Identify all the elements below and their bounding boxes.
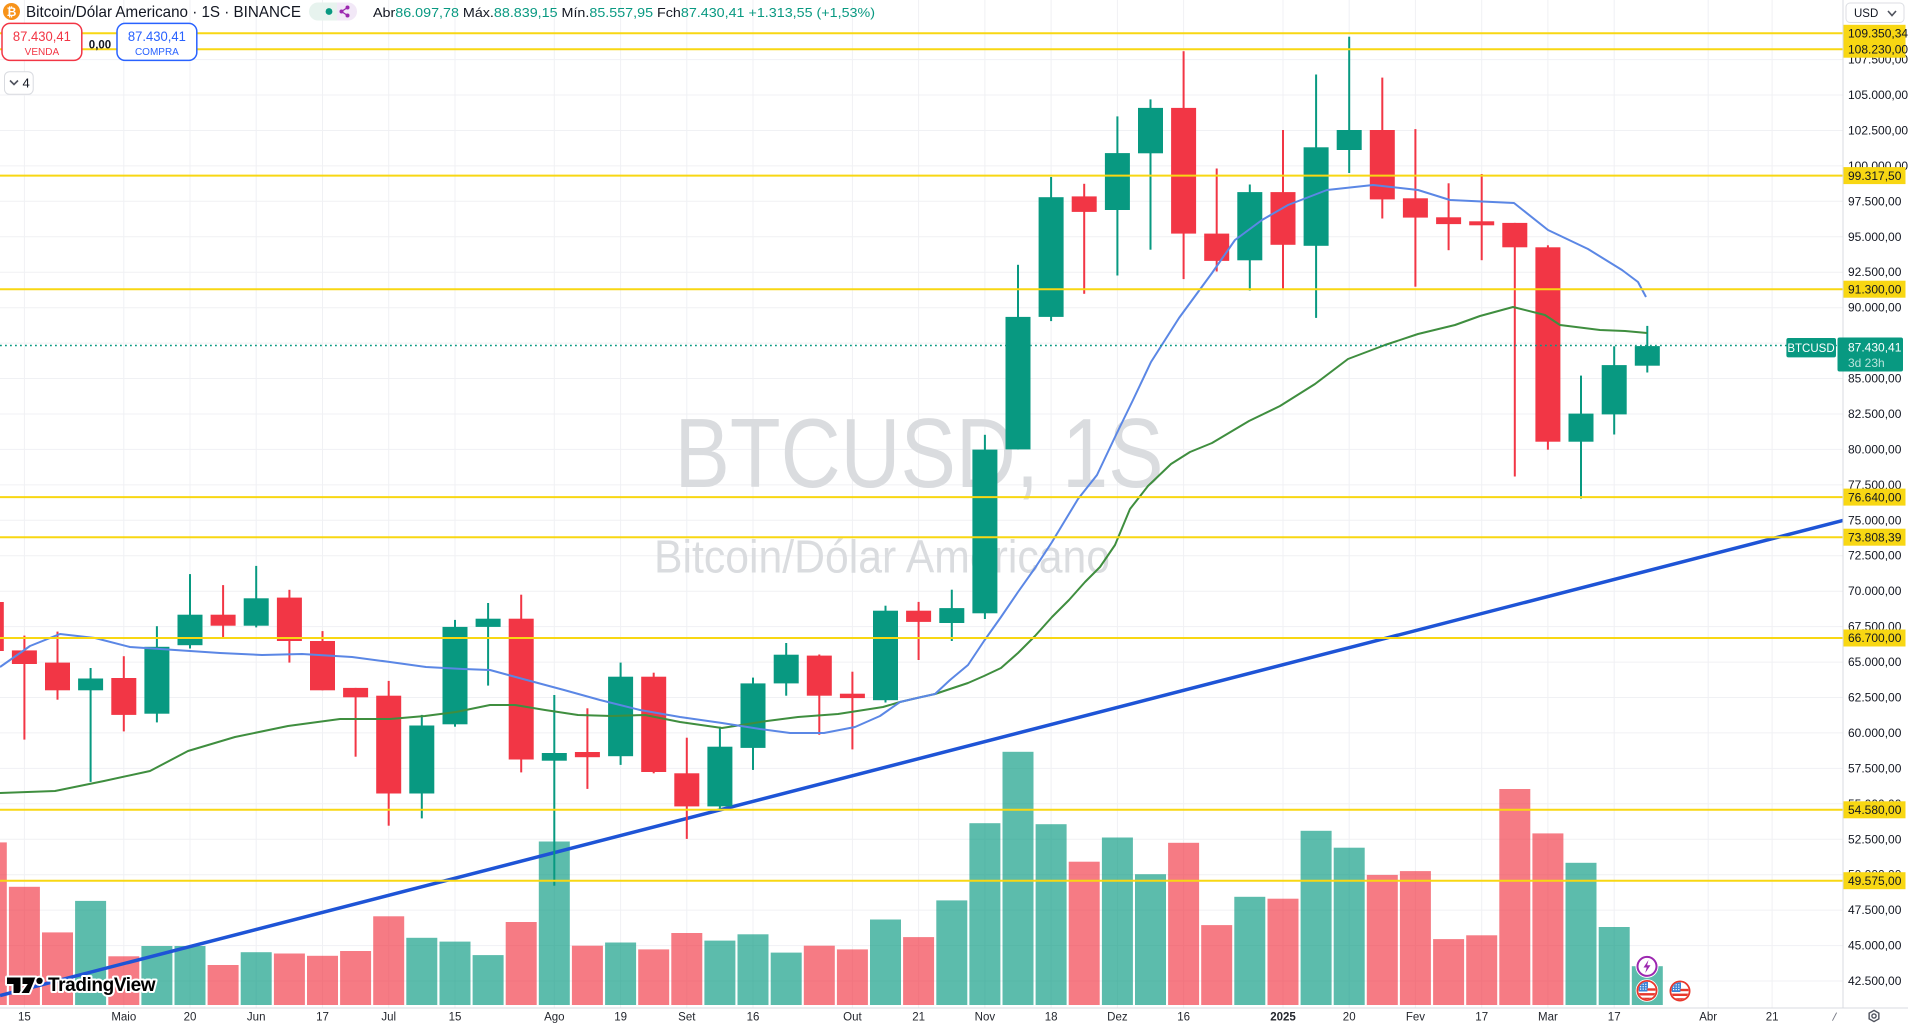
svg-text:99.317,50: 99.317,50 xyxy=(1848,169,1902,183)
svg-text:20: 20 xyxy=(1343,1012,1356,1023)
svg-text:Bitcoin/Dólar Americano · 1S ·: Bitcoin/Dólar Americano · 1S · BINANCE xyxy=(26,4,301,21)
svg-text:16: 16 xyxy=(747,1012,760,1023)
svg-text:20: 20 xyxy=(184,1012,197,1023)
svg-text:80.000,00: 80.000,00 xyxy=(1848,442,1902,456)
svg-text:0,00: 0,00 xyxy=(89,40,111,52)
svg-text:87.430,41: 87.430,41 xyxy=(128,28,186,44)
svg-text:65.000,00: 65.000,00 xyxy=(1848,655,1902,669)
svg-text:57.500,00: 57.500,00 xyxy=(1848,761,1902,775)
svg-text:47.500,00: 47.500,00 xyxy=(1848,903,1902,917)
svg-text:66.700,00: 66.700,00 xyxy=(1848,631,1902,645)
svg-text:Out: Out xyxy=(843,1012,862,1023)
svg-text:USD: USD xyxy=(1854,8,1878,20)
svg-text:52.500,00: 52.500,00 xyxy=(1848,832,1902,846)
svg-text:49.575,00: 49.575,00 xyxy=(1848,874,1902,888)
svg-text:76.640,00: 76.640,00 xyxy=(1848,490,1902,504)
svg-text:18: 18 xyxy=(1045,1012,1058,1023)
svg-text:Jul: Jul xyxy=(381,1012,396,1023)
svg-text:Maio: Maio xyxy=(111,1012,136,1023)
svg-text:Dez: Dez xyxy=(1107,1012,1128,1023)
svg-text:17: 17 xyxy=(316,1012,329,1023)
svg-text:15: 15 xyxy=(449,1012,462,1023)
svg-text:BTCUSD: BTCUSD xyxy=(1787,343,1834,355)
svg-text:VENDA: VENDA xyxy=(25,47,60,58)
svg-text:/: / xyxy=(1831,1010,1838,1023)
svg-text:BTCUSD, 1S: BTCUSD, 1S xyxy=(675,398,1164,508)
svg-text:70.000,00: 70.000,00 xyxy=(1848,584,1902,598)
svg-text:₿: ₿ xyxy=(7,5,17,19)
svg-text:21: 21 xyxy=(1766,1012,1779,1023)
svg-text:Jun: Jun xyxy=(247,1012,266,1023)
svg-text:COMPRA: COMPRA xyxy=(135,47,179,58)
svg-text:75.000,00: 75.000,00 xyxy=(1848,513,1902,527)
svg-text:60.000,00: 60.000,00 xyxy=(1848,726,1902,740)
svg-text:102.500,00: 102.500,00 xyxy=(1848,124,1908,138)
svg-text:73.808,39: 73.808,39 xyxy=(1848,530,1902,544)
svg-text:105.000,00: 105.000,00 xyxy=(1848,88,1908,102)
svg-text:16: 16 xyxy=(1177,1012,1190,1023)
svg-text:62.500,00: 62.500,00 xyxy=(1848,691,1902,705)
svg-text:4: 4 xyxy=(23,76,30,91)
svg-text:Bitcoin/Dólar Americano: Bitcoin/Dólar Americano xyxy=(654,531,1110,583)
svg-text:85.000,00: 85.000,00 xyxy=(1848,372,1902,386)
svg-text:97.500,00: 97.500,00 xyxy=(1848,194,1902,208)
svg-text:108.230,00: 108.230,00 xyxy=(1848,42,1908,56)
svg-text:87.430,41: 87.430,41 xyxy=(1848,341,1902,355)
svg-text:Set: Set xyxy=(678,1012,696,1023)
svg-text:45.000,00: 45.000,00 xyxy=(1848,939,1902,953)
svg-text:21: 21 xyxy=(912,1012,925,1023)
svg-text:54.580,00: 54.580,00 xyxy=(1848,803,1902,817)
svg-text:Ago: Ago xyxy=(544,1012,564,1023)
svg-text:17: 17 xyxy=(1475,1012,1488,1023)
svg-text:95.000,00: 95.000,00 xyxy=(1848,230,1902,244)
svg-text:Abr: Abr xyxy=(1699,1012,1717,1023)
svg-text:19: 19 xyxy=(614,1012,627,1023)
svg-text:2025: 2025 xyxy=(1270,1012,1296,1023)
svg-text:17: 17 xyxy=(1608,1012,1621,1023)
svg-text:42.500,00: 42.500,00 xyxy=(1848,974,1902,988)
svg-text:15: 15 xyxy=(18,1012,31,1023)
svg-text:91.300,00: 91.300,00 xyxy=(1848,282,1902,296)
svg-text:72.500,00: 72.500,00 xyxy=(1848,549,1902,563)
svg-text:77.500,00: 77.500,00 xyxy=(1848,478,1902,492)
svg-text:Fev: Fev xyxy=(1406,1012,1425,1023)
svg-text:87.430,41: 87.430,41 xyxy=(13,28,71,44)
svg-text:109.350,34: 109.350,34 xyxy=(1848,27,1908,41)
svg-text:3d 23h: 3d 23h xyxy=(1848,356,1885,370)
svg-text:92.500,00: 92.500,00 xyxy=(1848,265,1902,279)
svg-text:90.000,00: 90.000,00 xyxy=(1848,301,1902,315)
svg-text:Nov: Nov xyxy=(975,1012,996,1023)
svg-text:Mar: Mar xyxy=(1538,1012,1558,1023)
svg-text:82.500,00: 82.500,00 xyxy=(1848,407,1902,421)
svg-text:TradingView: TradingView xyxy=(48,975,156,996)
